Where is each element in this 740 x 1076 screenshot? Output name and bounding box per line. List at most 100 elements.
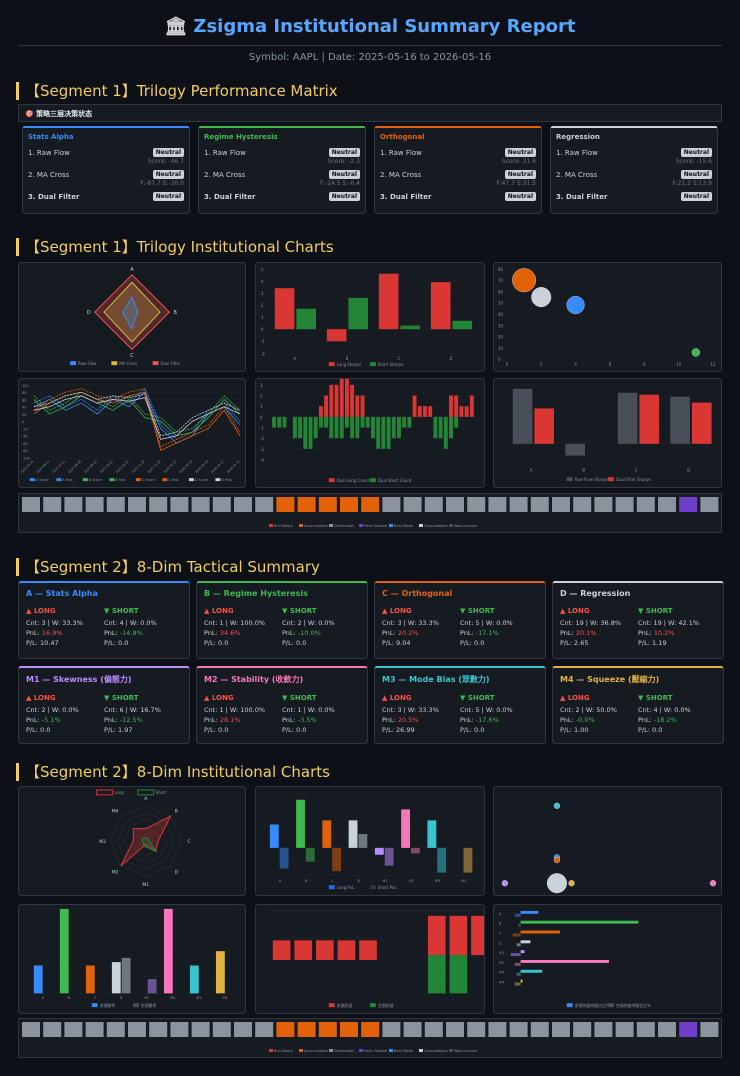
regime-cell bbox=[128, 1022, 146, 1037]
bar-short bbox=[370, 416, 375, 439]
bar-long bbox=[337, 940, 356, 960]
legend-label: MA Cross bbox=[119, 361, 137, 366]
radar-axis-label: M3 bbox=[99, 839, 106, 845]
bar-short bbox=[282, 416, 287, 428]
bar-short bbox=[277, 416, 282, 428]
regime-cell bbox=[234, 1022, 252, 1037]
count-winrate: Cnt: 4 | W: 0.0% bbox=[104, 619, 157, 627]
bar bbox=[274, 288, 295, 330]
x-tick: B bbox=[68, 996, 71, 1000]
report-title: 🏛 Zsigma Institutional Summary Report bbox=[164, 16, 576, 37]
legend-label: 多頭持倉時間佔比% bbox=[575, 1003, 610, 1008]
regime-cell bbox=[467, 1022, 486, 1037]
pnl-value: -10.0% bbox=[297, 629, 321, 637]
x-tick: C bbox=[331, 879, 334, 883]
bar-long bbox=[464, 406, 469, 417]
x-tick: 8 bbox=[643, 362, 646, 367]
x-tick: M2 bbox=[409, 879, 414, 883]
chart-winrate: A B C D M1 M2 M3 M4 多頭勝率 空頭勝率 bbox=[18, 904, 246, 1014]
bar-short bbox=[402, 416, 407, 428]
x-tick: 2026-03-20 bbox=[194, 459, 209, 474]
x-tick: 2026-01-23 bbox=[162, 459, 177, 474]
long-column: ▲ LONG Cnt: 1 | W: 100.0% PnL: 28.1% P/L… bbox=[204, 694, 282, 735]
ma-cross-row: 2. MA Cross Neutral bbox=[28, 169, 184, 180]
bar-short bbox=[510, 953, 521, 957]
bar-long bbox=[454, 395, 459, 417]
score-note: Score: -2.3 bbox=[327, 158, 360, 165]
legend-label: C Fast bbox=[168, 478, 179, 482]
pnl-line: PnL: -14.8% bbox=[104, 629, 143, 637]
x-tick: 2025-11-28 bbox=[131, 459, 146, 474]
report-header: 🏛 Zsigma Institutional Summary Report bbox=[0, 0, 740, 37]
pl-ratio: P/L: 9.04 bbox=[382, 639, 411, 647]
bar-short bbox=[516, 943, 521, 947]
bar-short bbox=[407, 416, 412, 428]
short-label: ▼ SHORT bbox=[104, 607, 139, 615]
score-note: Score: -46.7 bbox=[147, 158, 184, 165]
legend-swatch bbox=[566, 1003, 573, 1008]
bar bbox=[348, 297, 369, 330]
perf-card-3: Regression 1. Raw Flow Neutral Score: -15… bbox=[550, 126, 718, 214]
legend-swatch bbox=[449, 524, 453, 527]
tactical-card-3: D — Regression ▲ LONG Cnt: 19 | W: 36.8%… bbox=[552, 581, 724, 659]
section-title-3: 【Segment 2】8-Dim Tactical Summary bbox=[16, 558, 320, 576]
chart-bubble-8dim bbox=[493, 786, 722, 896]
legend-label: Short PnL bbox=[378, 885, 397, 890]
raw-flow-row: 1. Raw Flow Neutral bbox=[28, 147, 184, 158]
y-tick: -40 bbox=[22, 435, 28, 439]
x-tick: D bbox=[687, 467, 690, 472]
legend-label: Long PnL bbox=[337, 885, 355, 890]
legend-swatch bbox=[56, 478, 62, 482]
regime-cell bbox=[658, 497, 676, 512]
y-tick: 30 bbox=[498, 323, 503, 328]
legend-label: Dual Filter Sharpe bbox=[616, 477, 652, 482]
chart-dual-count: 3 2 1 0 -1 -2 -3 -4 Dual Long Count Dual Short Co… bbox=[255, 378, 485, 488]
fs-note: F:-87.7 S:-30.0 bbox=[140, 180, 184, 187]
bar bbox=[326, 329, 347, 342]
bar-long bbox=[520, 979, 523, 983]
regime-cell bbox=[552, 497, 570, 512]
bank-icon: 🏛 bbox=[164, 16, 188, 37]
status-badge: Neutral bbox=[680, 148, 712, 157]
legend-label: 空頭訊號 bbox=[378, 1003, 394, 1008]
pnl-line: PnL: 10.2% bbox=[638, 629, 675, 637]
regime-cell bbox=[679, 497, 698, 512]
bar-short bbox=[272, 416, 277, 428]
radar-axis-label: D bbox=[87, 310, 91, 316]
legend-label: 多頭訊號 bbox=[337, 1003, 353, 1008]
regime-cell bbox=[446, 497, 464, 512]
pl-ratio: P/L: 1.19 bbox=[638, 639, 667, 647]
legend-label: Accumulation bbox=[304, 524, 328, 528]
regime-cell bbox=[106, 497, 125, 512]
y-tick: 60 bbox=[22, 398, 26, 402]
legend-swatch bbox=[82, 478, 88, 482]
bar bbox=[59, 908, 69, 994]
bar bbox=[111, 962, 121, 994]
radar-axis-label: D bbox=[175, 870, 179, 876]
legend-label: A Fast bbox=[62, 478, 73, 482]
x-tick: M3 bbox=[196, 996, 201, 1000]
pnl-line: PnL: 20.2% bbox=[382, 629, 419, 637]
short-column: ▼ SHORT Cnt: 4 | W: 0.0% PnL: -14.8% P/L… bbox=[104, 607, 182, 648]
bar-short bbox=[386, 416, 391, 449]
x-tick: M4 bbox=[461, 879, 466, 883]
pl-ratio: P/L: 0.0 bbox=[26, 726, 51, 734]
status-badge: Neutral bbox=[504, 148, 536, 157]
regime-cell bbox=[149, 1022, 168, 1037]
regime-strip-2: Bull Attack Accumulation Distribution Panic… bbox=[18, 1018, 722, 1058]
regime-cell bbox=[361, 1022, 380, 1037]
legend-label: Accumulation bbox=[304, 1049, 328, 1053]
short-column: ▼ SHORT Cnt: 4 | W: 0.0% PnL: -18.2% P/L… bbox=[638, 694, 716, 735]
ma-cross-row: 2. MA Cross Neutral bbox=[380, 169, 536, 180]
chart-pnl-bars: A B C D M1 M2 M3 M4 Long PnL Short PnL bbox=[255, 786, 485, 896]
bar bbox=[305, 847, 315, 862]
y-tick: 80 bbox=[498, 267, 503, 272]
bar-short bbox=[350, 416, 355, 439]
legend-swatch bbox=[269, 524, 273, 527]
bar-long bbox=[520, 910, 539, 914]
x-tick: B bbox=[582, 467, 585, 472]
tactical-card-5: M2 — Stability (收斂力) ▲ LONG Cnt: 1 | W: … bbox=[196, 666, 368, 744]
short-label: ▼ SHORT bbox=[638, 607, 673, 615]
x-tick: 4 bbox=[574, 362, 577, 367]
legend-label: Short bbox=[156, 790, 167, 795]
